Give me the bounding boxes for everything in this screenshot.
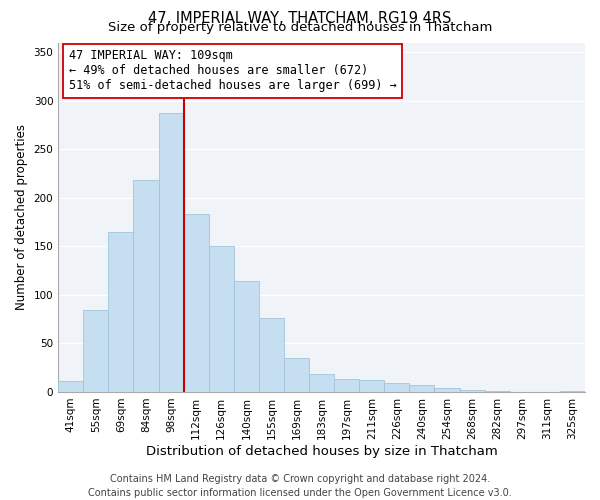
Bar (284, 358, 309, 392)
Y-axis label: Number of detached properties: Number of detached properties (15, 124, 28, 310)
Bar (309, 374, 334, 392)
Bar (58, 382, 83, 392)
Bar (234, 282, 259, 392)
Bar (158, 114, 184, 392)
Bar (334, 380, 359, 392)
Bar (560, 391, 585, 392)
Bar (109, 232, 133, 392)
X-axis label: Distribution of detached houses by size in Thatcham: Distribution of detached houses by size … (146, 444, 497, 458)
Bar (385, 383, 409, 392)
Text: Contains HM Land Registry data © Crown copyright and database right 2024.
Contai: Contains HM Land Registry data © Crown c… (88, 474, 512, 498)
Bar (259, 318, 284, 392)
Bar (184, 214, 209, 392)
Bar (359, 380, 385, 392)
Text: 47 IMPERIAL WAY: 109sqm
← 49% of detached houses are smaller (672)
51% of semi-d: 47 IMPERIAL WAY: 109sqm ← 49% of detache… (69, 50, 397, 92)
Bar (485, 391, 510, 392)
Bar (409, 385, 434, 392)
Bar (133, 180, 158, 392)
Text: Size of property relative to detached houses in Thatcham: Size of property relative to detached ho… (108, 21, 492, 34)
Bar (460, 390, 485, 392)
Bar (434, 388, 460, 392)
Bar (209, 246, 234, 392)
Text: 47, IMPERIAL WAY, THATCHAM, RG19 4RS: 47, IMPERIAL WAY, THATCHAM, RG19 4RS (148, 11, 452, 26)
Bar (83, 310, 109, 392)
